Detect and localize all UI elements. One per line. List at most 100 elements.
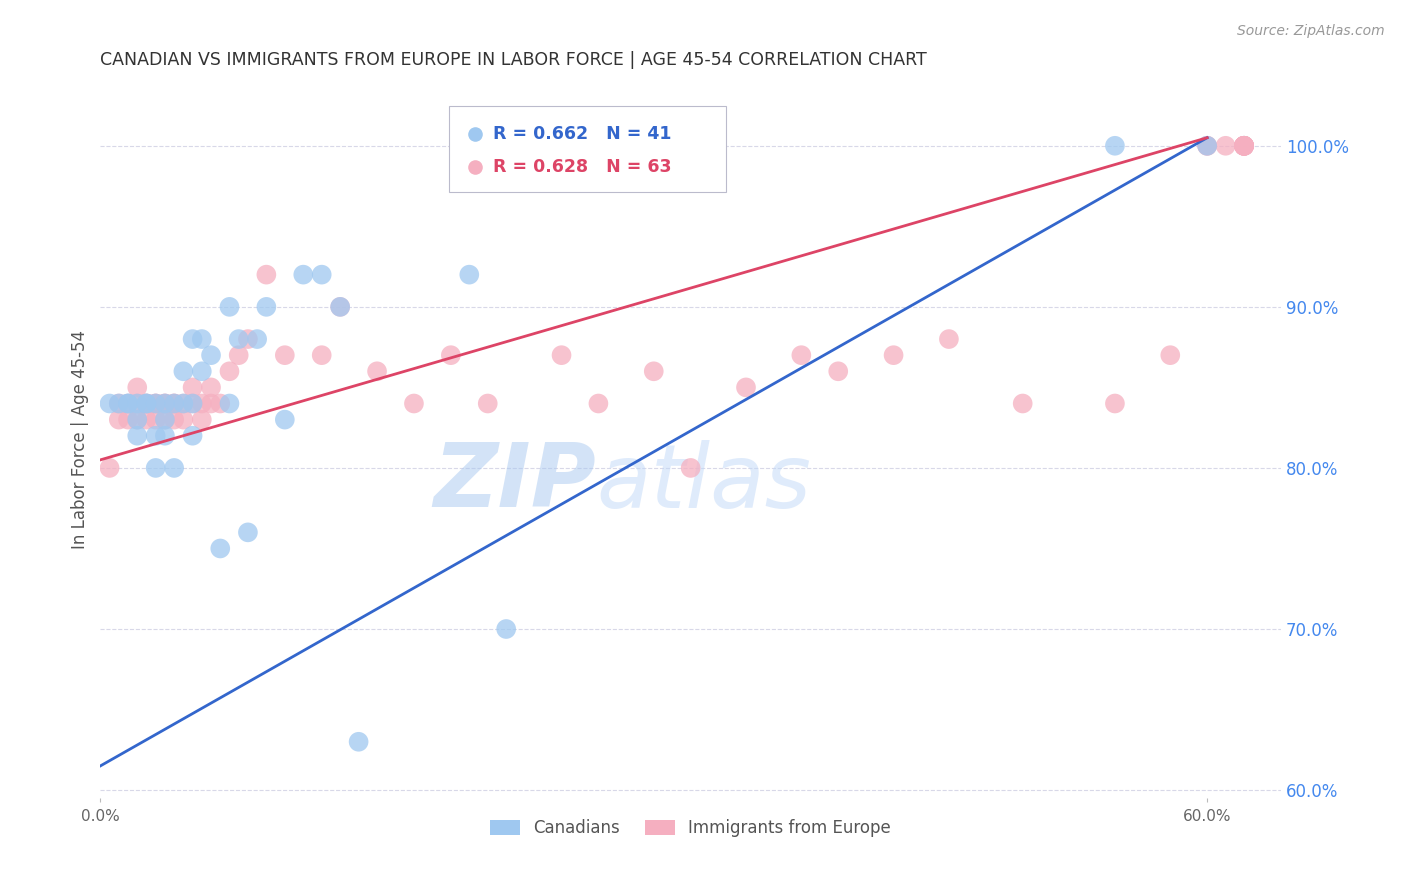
Point bbox=[735, 380, 758, 394]
Point bbox=[790, 348, 813, 362]
Point bbox=[153, 412, 176, 426]
Point bbox=[172, 396, 194, 410]
Point bbox=[643, 364, 665, 378]
Point bbox=[274, 412, 297, 426]
Point bbox=[402, 396, 425, 410]
Point bbox=[477, 396, 499, 410]
Point bbox=[827, 364, 849, 378]
Point bbox=[127, 396, 149, 410]
Point bbox=[1233, 138, 1256, 153]
Point bbox=[1197, 138, 1219, 153]
Point bbox=[329, 300, 352, 314]
Point bbox=[366, 364, 388, 378]
Point bbox=[172, 396, 194, 410]
Point bbox=[347, 735, 370, 749]
Point bbox=[236, 332, 259, 346]
Point bbox=[938, 332, 960, 346]
Point bbox=[1233, 138, 1256, 153]
Point bbox=[1233, 138, 1256, 153]
Point bbox=[98, 461, 121, 475]
Point bbox=[127, 396, 149, 410]
Point bbox=[145, 396, 167, 410]
Point bbox=[254, 268, 277, 282]
Point bbox=[181, 380, 204, 394]
Point bbox=[153, 428, 176, 442]
Point bbox=[163, 396, 186, 410]
Point bbox=[191, 332, 214, 346]
Point bbox=[153, 396, 176, 410]
Point bbox=[458, 268, 481, 282]
Point bbox=[200, 396, 222, 410]
Point bbox=[153, 396, 176, 410]
Point bbox=[588, 396, 610, 410]
Point bbox=[163, 412, 186, 426]
Point bbox=[135, 396, 157, 410]
Point bbox=[292, 268, 315, 282]
Point bbox=[117, 396, 139, 410]
Point bbox=[1159, 348, 1181, 362]
Text: R = 0.662   N = 41: R = 0.662 N = 41 bbox=[494, 125, 672, 143]
Point bbox=[127, 380, 149, 394]
Point bbox=[673, 256, 696, 270]
Text: R = 0.628   N = 63: R = 0.628 N = 63 bbox=[494, 159, 672, 177]
Point bbox=[135, 396, 157, 410]
Point bbox=[135, 412, 157, 426]
Point bbox=[228, 348, 250, 362]
Point bbox=[1233, 138, 1256, 153]
Point bbox=[1011, 396, 1033, 410]
Point bbox=[117, 412, 139, 426]
Text: atlas: atlas bbox=[596, 440, 811, 525]
Point bbox=[145, 396, 167, 410]
Point bbox=[135, 396, 157, 410]
Point bbox=[1233, 138, 1256, 153]
Point bbox=[311, 348, 333, 362]
Point bbox=[135, 396, 157, 410]
Point bbox=[1233, 138, 1256, 153]
Point bbox=[191, 364, 214, 378]
Point bbox=[1104, 396, 1126, 410]
Point bbox=[1233, 138, 1256, 153]
Point bbox=[228, 332, 250, 346]
Point bbox=[218, 364, 240, 378]
Point bbox=[191, 412, 214, 426]
Y-axis label: In Labor Force | Age 45-54: In Labor Force | Age 45-54 bbox=[72, 330, 89, 549]
Point bbox=[246, 332, 269, 346]
Point bbox=[163, 461, 186, 475]
Point bbox=[191, 396, 214, 410]
Point bbox=[200, 380, 222, 394]
Point bbox=[1233, 138, 1256, 153]
Point bbox=[311, 268, 333, 282]
Point bbox=[218, 396, 240, 410]
Point bbox=[153, 412, 176, 426]
Point bbox=[1197, 138, 1219, 153]
Point bbox=[117, 396, 139, 410]
Point bbox=[550, 348, 572, 362]
Point bbox=[163, 396, 186, 410]
Point bbox=[127, 412, 149, 426]
Point bbox=[200, 348, 222, 362]
Point bbox=[181, 332, 204, 346]
Point bbox=[181, 396, 204, 410]
Point bbox=[98, 396, 121, 410]
Legend: Canadians, Immigrants from Europe: Canadians, Immigrants from Europe bbox=[484, 813, 898, 844]
Point bbox=[172, 364, 194, 378]
Point bbox=[209, 396, 232, 410]
Point bbox=[127, 428, 149, 442]
Point bbox=[127, 412, 149, 426]
Point bbox=[107, 396, 129, 410]
Text: Source: ZipAtlas.com: Source: ZipAtlas.com bbox=[1237, 24, 1385, 38]
Point bbox=[218, 300, 240, 314]
Point bbox=[1104, 138, 1126, 153]
Point bbox=[254, 300, 277, 314]
Point bbox=[117, 396, 139, 410]
Point bbox=[181, 396, 204, 410]
Text: ZIP: ZIP bbox=[433, 439, 596, 526]
Point bbox=[440, 348, 463, 362]
Point bbox=[236, 525, 259, 540]
Point bbox=[145, 428, 167, 442]
Point bbox=[1197, 138, 1219, 153]
Point bbox=[679, 461, 702, 475]
Point bbox=[107, 412, 129, 426]
Point bbox=[673, 332, 696, 346]
Point bbox=[145, 461, 167, 475]
